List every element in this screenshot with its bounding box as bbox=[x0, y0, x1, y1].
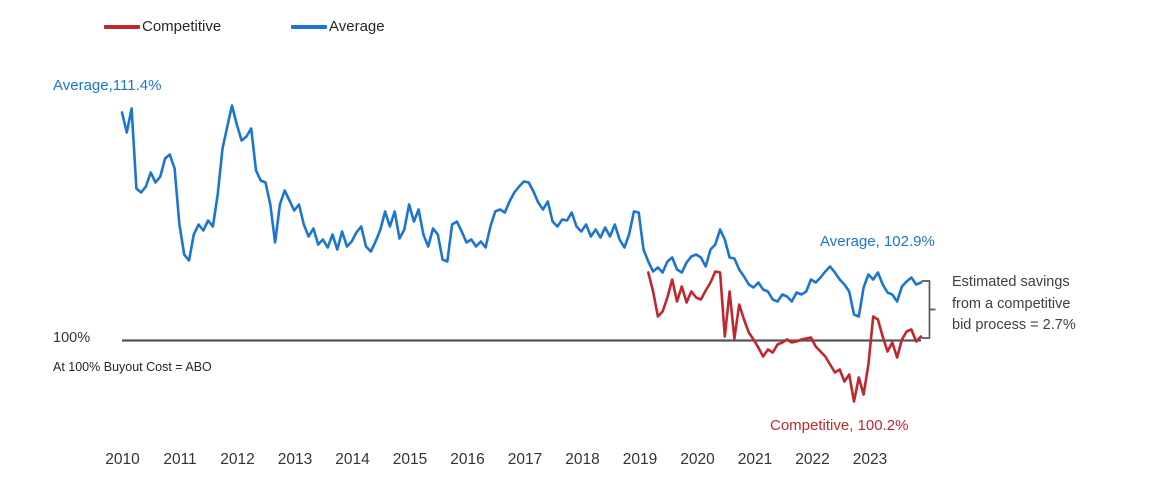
x-axis-label-2016: 2016 bbox=[450, 451, 485, 468]
savings-annotation-line2: from a competitive bbox=[952, 295, 1071, 312]
x-axis-label-2020: 2020 bbox=[680, 451, 715, 468]
average-start-label: Average,111.4% bbox=[53, 77, 162, 94]
x-axis-label-2013: 2013 bbox=[277, 451, 313, 468]
abo-footnote: At 100% Buyout Cost = ABO bbox=[53, 360, 212, 374]
x-axis-label-2012: 2012 bbox=[220, 451, 255, 468]
x-axis-label-2021: 2021 bbox=[737, 451, 773, 468]
x-axis-label-2019: 2019 bbox=[622, 451, 658, 468]
savings-annotation: Estimated savings from a competitive bid… bbox=[952, 272, 1142, 337]
x-axis-label-2010: 2010 bbox=[105, 451, 140, 468]
legend-label-average: Average bbox=[329, 18, 385, 35]
x-axis-label-2011: 2011 bbox=[163, 451, 197, 468]
x-axis-label-2018: 2018 bbox=[565, 451, 600, 468]
x-axis-label-2015: 2015 bbox=[392, 451, 428, 468]
legend-line-competitive-icon bbox=[104, 25, 140, 29]
savings-bracket bbox=[921, 280, 936, 339]
x-axis-label-2017: 2017 bbox=[507, 451, 543, 468]
legend-label-competitive: Competitive bbox=[142, 18, 222, 35]
y-axis-100pct-label: 100% bbox=[53, 330, 91, 346]
x-axis-label-2023: 2023 bbox=[852, 451, 888, 468]
savings-annotation-line3: bid process = 2.7% bbox=[952, 317, 1076, 333]
legend-line-average-icon bbox=[291, 25, 327, 29]
competitive-end-label: Competitive, 100.2% bbox=[770, 417, 909, 434]
savings-annotation-line1: Estimated savings bbox=[952, 274, 1070, 290]
x-axis: 2010 2011 2012 2013 2014 2015 2016 2017 2018 2019… bbox=[0, 451, 1158, 473]
average-end-label: Average, 102.9% bbox=[820, 233, 935, 250]
average-series-line bbox=[120, 104, 923, 318]
competitive-series-line bbox=[646, 270, 923, 403]
x-axis-label-2014: 2014 bbox=[335, 451, 370, 468]
x-axis-label-2022: 2022 bbox=[795, 451, 830, 468]
